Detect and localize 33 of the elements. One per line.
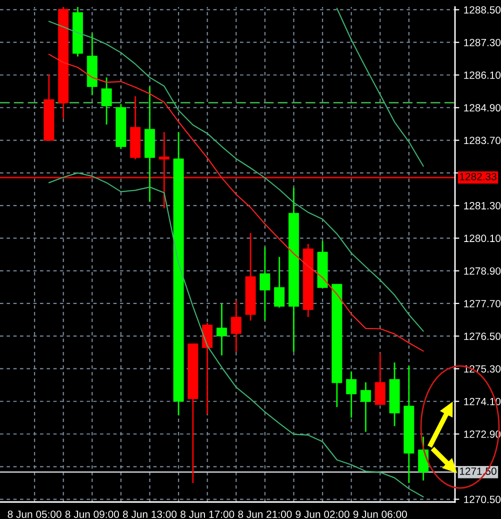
candlestick bbox=[230, 300, 242, 353]
line-series bbox=[48, 54, 424, 352]
y-tick-label: 1286.10 bbox=[464, 71, 501, 79]
candlestick bbox=[374, 352, 386, 406]
y-tick-label: 1284.90 bbox=[464, 104, 501, 112]
candlestick bbox=[260, 246, 270, 322]
y-tick-label: 1278.90 bbox=[464, 267, 501, 275]
y-tick-label: 1287.30 bbox=[464, 38, 501, 46]
ref-line-label: 1282.33 bbox=[460, 172, 496, 180]
candlestick bbox=[274, 256, 285, 308]
line-series bbox=[48, 172, 424, 498]
line-series bbox=[336, 8, 424, 167]
candlestick bbox=[418, 436, 429, 482]
x-tick-label: 9 Jun 06:00 bbox=[353, 510, 407, 518]
candlestick bbox=[360, 382, 371, 433]
y-tick-label: 1283.70 bbox=[464, 136, 501, 144]
candlestick bbox=[216, 303, 227, 356]
x-tick-label: 8 Jun 17:00 bbox=[180, 510, 234, 518]
x-tick-label: 8 Jun 09:00 bbox=[65, 510, 119, 518]
line-series bbox=[48, 20, 424, 332]
x-tick-label: 8 Jun 21:00 bbox=[238, 510, 292, 518]
y-tick-label: 1277.70 bbox=[464, 300, 501, 308]
candlestick bbox=[101, 76, 112, 126]
x-tick-label: 8 Jun 13:00 bbox=[122, 510, 177, 518]
candlestick bbox=[202, 322, 213, 415]
y-tick-label: 1280.10 bbox=[464, 234, 501, 242]
y-tick-label: 1270.50 bbox=[464, 496, 501, 504]
x-tick-label: 9 Jun 02:00 bbox=[296, 510, 350, 518]
y-tick-label: 1281.30 bbox=[464, 202, 501, 210]
y-tick-label: 1276.50 bbox=[464, 332, 501, 340]
x-tick-label: 8 Jun 05:00 bbox=[8, 510, 62, 518]
candlestick bbox=[346, 370, 357, 418]
y-tick-label: 1288.50 bbox=[464, 6, 501, 14]
